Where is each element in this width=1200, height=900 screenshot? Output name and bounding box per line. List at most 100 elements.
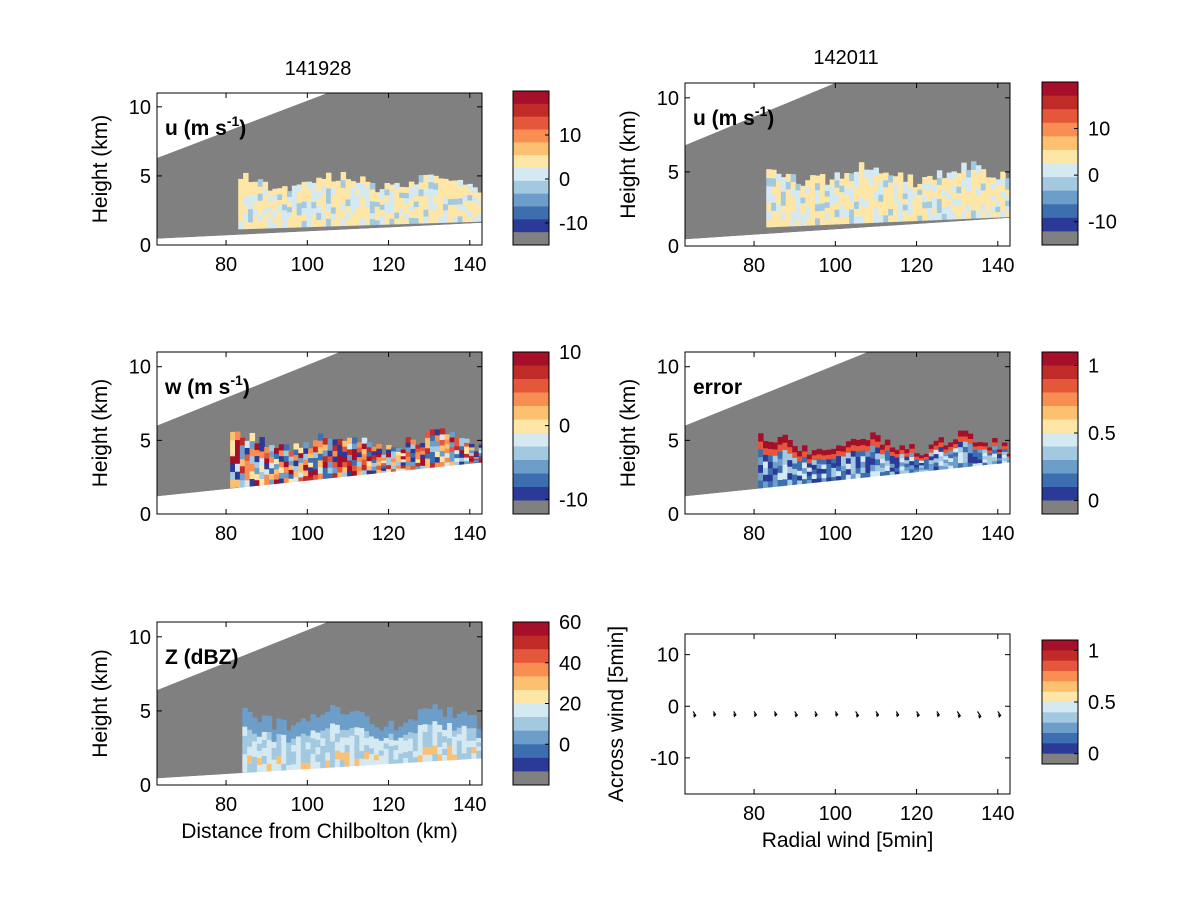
echo-cell <box>962 430 969 437</box>
echo-cell <box>291 757 297 765</box>
echo-cell <box>946 199 953 207</box>
echo-cell <box>438 197 444 205</box>
echo-cell <box>776 196 782 205</box>
echo-cell <box>855 467 862 474</box>
colorbar-band <box>513 744 549 759</box>
echo-cell <box>894 449 901 455</box>
echo-cell <box>880 467 886 473</box>
echo-cell <box>254 443 260 451</box>
echo-cell <box>909 452 915 458</box>
echo-cell <box>235 479 241 488</box>
echo-cell <box>230 479 236 488</box>
echo-cell <box>433 209 439 217</box>
echo-cell <box>811 468 818 475</box>
echo-cell <box>356 470 363 477</box>
x-tick-label: 80 <box>743 255 765 277</box>
echo-cell <box>469 455 475 459</box>
echo-cell <box>966 190 972 199</box>
echo-cell <box>471 752 477 760</box>
echo-cell <box>403 722 409 730</box>
echo-cell <box>482 208 487 213</box>
echo-cell <box>365 218 371 226</box>
echo-cell <box>316 177 322 186</box>
echo-cell <box>264 474 270 481</box>
echo-cell <box>277 188 283 195</box>
echo-cell <box>912 206 918 212</box>
below-sweep-region <box>157 758 482 785</box>
echo-cell <box>423 215 429 224</box>
echo-cell <box>408 750 414 758</box>
echo-cell <box>303 453 309 460</box>
echo-cell <box>777 472 784 480</box>
echo-cell <box>404 202 410 209</box>
echo-cell <box>254 461 260 469</box>
echo-cell <box>404 213 410 219</box>
echo-cell <box>359 758 365 767</box>
colorbar-frame <box>512 351 550 515</box>
echo-cell <box>447 204 454 211</box>
echo-cell <box>325 743 331 753</box>
echo-cell <box>257 221 264 229</box>
echo-cell <box>904 452 910 457</box>
echo-cell <box>442 735 448 743</box>
echo-cell <box>467 205 473 212</box>
echo-cell <box>473 456 480 459</box>
echo-cell <box>878 201 884 209</box>
echo-cell <box>462 195 468 202</box>
echo-cell <box>997 453 1003 457</box>
echo-cell <box>1000 178 1006 186</box>
echo-cell <box>274 468 280 475</box>
echo-cell <box>437 746 443 755</box>
echo-cell <box>340 217 347 227</box>
echo-cell <box>364 758 370 767</box>
echo-cell <box>303 469 309 477</box>
echo-cell <box>854 201 860 209</box>
echo-cell <box>894 467 901 472</box>
echo-cell <box>364 751 370 760</box>
echo-cell <box>415 465 421 470</box>
echo-cell <box>956 212 962 220</box>
echo-cell <box>936 184 943 192</box>
echo-cell <box>230 471 236 480</box>
colorbar-band <box>513 662 549 677</box>
echo-cell <box>408 217 415 224</box>
colorbar-tick-label: 10 <box>559 125 581 147</box>
echo-cell <box>437 738 443 747</box>
echo-cell <box>457 203 464 211</box>
echo-cell <box>438 178 444 186</box>
echo-cell <box>466 746 473 754</box>
echo-cell <box>456 713 463 722</box>
echo-cell <box>922 183 928 190</box>
echo-cell <box>855 473 862 480</box>
echo-cell <box>395 468 402 473</box>
echo-cell <box>454 457 460 463</box>
echo-cell <box>293 471 299 478</box>
echo-cell <box>374 196 381 203</box>
echo-cell <box>373 759 380 766</box>
echo-cell <box>948 465 954 470</box>
echo-cell <box>342 471 348 478</box>
echo-cell <box>917 194 923 201</box>
y-tick-label: 10 <box>129 357 151 379</box>
echo-cell <box>985 211 992 218</box>
echo-cell <box>884 439 891 446</box>
echo-cell <box>352 442 358 450</box>
echo-cell <box>790 218 797 227</box>
echo-cell <box>447 216 454 223</box>
field-label: u (m s-1) <box>165 113 246 140</box>
echo-cell <box>923 456 930 460</box>
echo-cell <box>782 442 788 451</box>
echo-cell <box>326 203 332 212</box>
echo-cell <box>792 446 798 453</box>
echo-cell <box>797 465 803 471</box>
echo-cell <box>958 441 964 448</box>
echo-cell <box>259 478 265 486</box>
echo-cell <box>305 728 312 736</box>
echo-cell <box>449 432 455 438</box>
echo-cell <box>277 210 283 217</box>
echo-cell <box>831 462 837 468</box>
echo-cell <box>257 179 264 187</box>
echo-cell <box>927 175 933 183</box>
echo-cell <box>461 725 468 733</box>
